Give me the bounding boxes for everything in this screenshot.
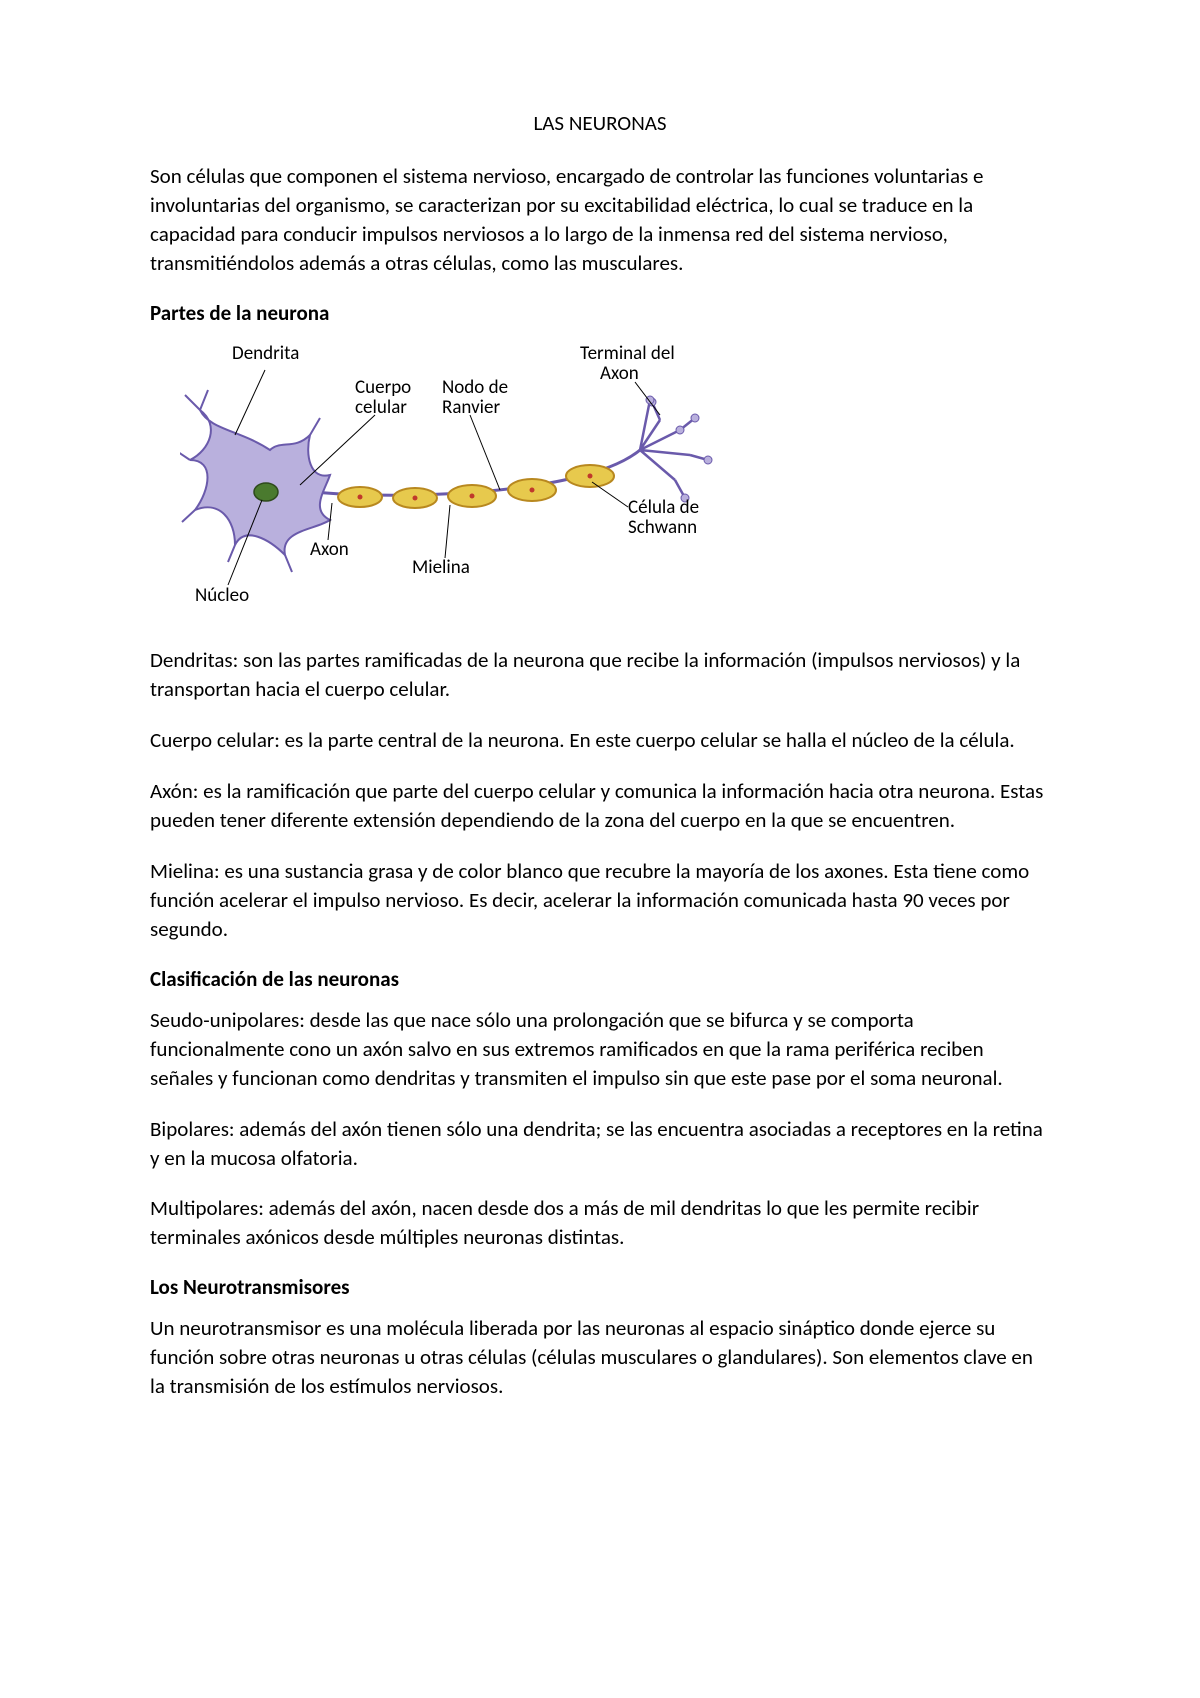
para-neurotrans: Un neurotransmisor es una molécula liber… (150, 1314, 1050, 1401)
label-nodo-2: Ranvier (442, 398, 500, 419)
para-mielina: Mielina: es una sustancia grasa y de col… (150, 857, 1050, 944)
heading-classification: Clasificación de las neuronas (150, 966, 1050, 992)
page-title: LAS NEURONAS (150, 110, 1050, 136)
label-dendrita: Dendrita (232, 344, 299, 365)
intro-paragraph: Son células que componen el sistema nerv… (150, 162, 1050, 278)
heading-neurotransmitters: Los Neurotransmisores (150, 1274, 1050, 1300)
label-cuerpo-2: celular (355, 398, 407, 419)
para-multipolares: Multipolares: además del axón, nacen des… (150, 1194, 1050, 1252)
para-cuerpo: Cuerpo celular: es la parte central de l… (150, 726, 1050, 755)
neuron-diagram: Dendrita Terminal del Axon Cuerpo celula… (180, 340, 760, 610)
document-page: LAS NEURONAS Son células que componen el… (0, 0, 1200, 1698)
para-bipolares: Bipolares: además del axón tienen sólo u… (150, 1115, 1050, 1173)
label-nucleo: Núcleo (195, 586, 249, 607)
para-axon: Axón: es la ramificación que parte del c… (150, 777, 1050, 835)
label-mielina: Mielina (412, 558, 470, 579)
label-schwann-2: Schwann (628, 518, 697, 539)
heading-parts: Partes de la neurona (150, 300, 1050, 326)
label-terminal-axon-2: Axon (600, 364, 639, 385)
para-dendritas: Dendritas: son las partes ramificadas de… (150, 646, 1050, 704)
para-seudo: Seudo-unipolares: desde las que nace sól… (150, 1006, 1050, 1093)
label-axon: Axon (310, 540, 349, 561)
